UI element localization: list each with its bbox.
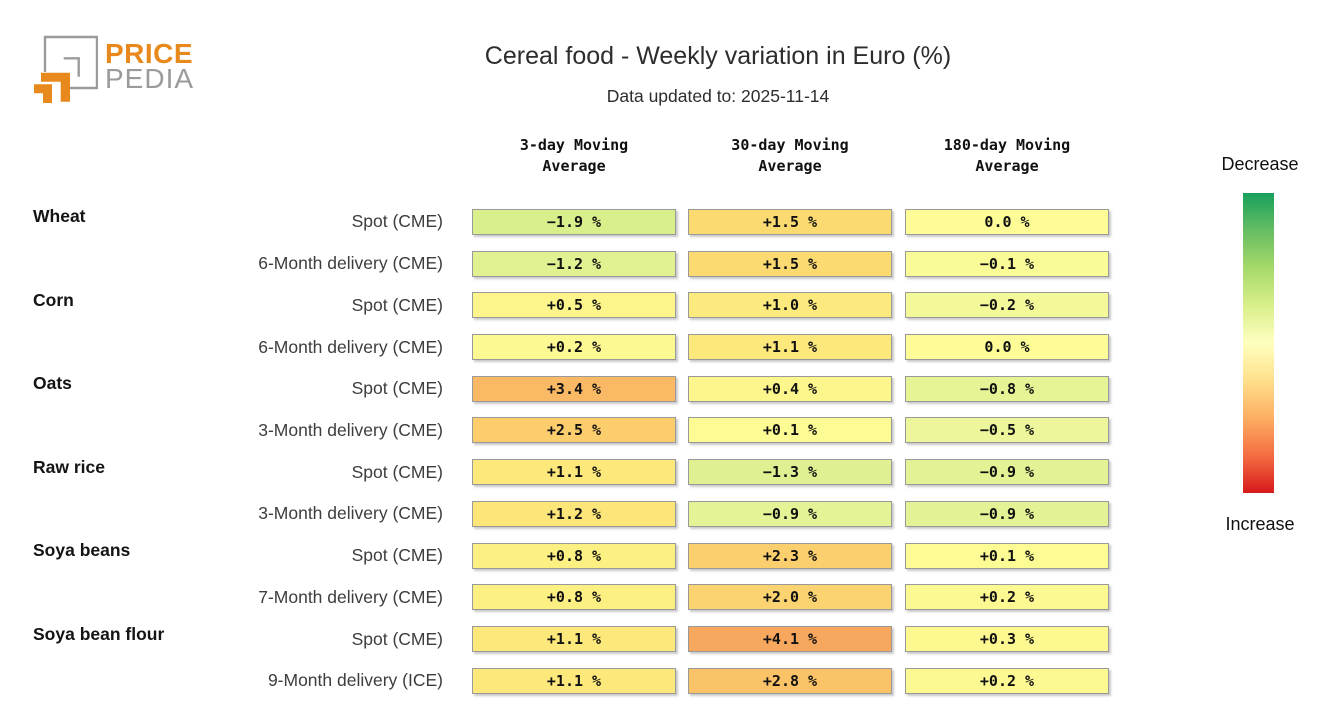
pricepedia-logo-icon: [34, 35, 98, 103]
heatmap-cell: −0.8 %: [905, 375, 1109, 402]
heatmap-cell: +0.5 %: [472, 292, 676, 319]
heatmap-row: Soya bean flour Spot (CME) +1.1 % +4.1 %…: [0, 618, 1320, 660]
contract-label: Spot (CME): [351, 461, 443, 482]
heatmap-cell: −0.9 %: [688, 500, 892, 527]
column-header-3-day: 3-day Moving Average: [519, 136, 629, 175]
heatmap-cell: +1.5 %: [688, 250, 892, 277]
heatmap-cell: −1.3 %: [688, 459, 892, 486]
heatmap-cell: +3.4 %: [472, 375, 676, 402]
contract-label: 6-Month delivery (CME): [258, 336, 443, 357]
heatmap-row: 3-Month delivery (CME) +1.2 % −0.9 % −0.…: [0, 493, 1320, 535]
heatmap-cell: +1.1 %: [472, 667, 676, 694]
legend-decrease-label: Decrease: [1221, 154, 1299, 174]
heatmap-cell: +1.5 %: [688, 208, 892, 235]
heatmap-cell: +2.5 %: [472, 417, 676, 444]
heatmap-cell: −0.5 %: [905, 417, 1109, 444]
chart-title: Cereal food - Weekly variation in Euro (…: [484, 42, 952, 70]
contract-label: 3-Month delivery (CME): [258, 419, 443, 440]
heatmap-rows: Wheat Spot (CME) −1.9 % +1.5 % 0.0 % 6-M…: [0, 201, 1320, 702]
heatmap-cell: +2.8 %: [688, 667, 892, 694]
contract-label: 9-Month delivery (ICE): [267, 670, 443, 691]
column-header-180-day: 180-day Moving Average: [943, 136, 1071, 175]
heatmap-cell: +1.1 %: [688, 334, 892, 361]
commodity-label: Soya beans: [33, 540, 131, 561]
contract-label: Spot (CME): [351, 294, 443, 315]
heatmap-row: 6-Month delivery (CME) −1.2 % +1.5 % −0.…: [0, 243, 1320, 285]
heatmap-cell: +4.1 %: [688, 626, 892, 653]
contract-label: 7-Month delivery (CME): [258, 586, 443, 607]
heatmap-row: 6-Month delivery (CME) +0.2 % +1.1 % 0.0…: [0, 326, 1320, 368]
heatmap-cell: 0.0 %: [905, 334, 1109, 361]
heatmap-cell: +2.3 %: [688, 542, 892, 569]
commodity-label: Soya bean flour: [33, 623, 165, 644]
column-headers: 3-day Moving Average 30-day Moving Avera…: [0, 135, 1320, 185]
commodity-label: Raw rice: [33, 456, 105, 477]
heatmap-cell: +1.1 %: [472, 626, 676, 653]
heatmap-row: 9-Month delivery (ICE) +1.1 % +2.8 % +0.…: [0, 660, 1320, 702]
logo-text-price: PRICE: [105, 38, 194, 69]
contract-label: Spot (CME): [351, 211, 443, 232]
heatmap-cell: +1.2 %: [472, 500, 676, 527]
heatmap-cell: −0.1 %: [905, 250, 1109, 277]
legend-colorbar: [1243, 193, 1274, 493]
heatmap-cell: −1.9 %: [472, 208, 676, 235]
heatmap-row: 3-Month delivery (CME) +2.5 % +0.1 % −0.…: [0, 410, 1320, 452]
column-header-30-day: 30-day Moving Average: [731, 136, 849, 175]
contract-label: Spot (CME): [351, 378, 443, 399]
heatmap-cell: −0.9 %: [905, 500, 1109, 527]
heatmap-cell: +2.0 %: [688, 584, 892, 611]
pricepedia-logo: PRICE PEDIA: [34, 27, 194, 105]
heatmap-cell: +0.1 %: [688, 417, 892, 444]
heatmap-cell: +0.2 %: [472, 334, 676, 361]
heatmap-row: Corn Spot (CME) +0.5 % +1.0 % −0.2 %: [0, 284, 1320, 326]
commodity-label: Corn: [33, 289, 74, 310]
heatmap-cell: +1.0 %: [688, 292, 892, 319]
heatmap-cell: +0.2 %: [905, 667, 1109, 694]
contract-label: Spot (CME): [351, 545, 443, 566]
logo-text-pedia: PEDIA: [105, 63, 195, 94]
heatmap-cell: +0.1 %: [905, 542, 1109, 569]
pricepedia-wordmark: PRICE PEDIA: [105, 38, 195, 94]
heatmap-cell: −1.2 %: [472, 250, 676, 277]
chart-subtitle: Data updated to: 2025-11-14: [606, 86, 830, 106]
heatmap-cell: +0.2 %: [905, 584, 1109, 611]
contract-label: 6-Month delivery (CME): [258, 253, 443, 274]
heatmap-cell: +0.3 %: [905, 626, 1109, 653]
heatmap-cell: +0.4 %: [688, 375, 892, 402]
heatmap-row: Wheat Spot (CME) −1.9 % +1.5 % 0.0 %: [0, 201, 1320, 243]
heatmap-cell: −0.9 %: [905, 459, 1109, 486]
heatmap-cell: −0.2 %: [905, 292, 1109, 319]
heatmap-cell: +1.1 %: [472, 459, 676, 486]
contract-label: Spot (CME): [351, 628, 443, 649]
heatmap-row: 7-Month delivery (CME) +0.8 % +2.0 % +0.…: [0, 576, 1320, 618]
heatmap-cell: +0.8 %: [472, 584, 676, 611]
contract-label: 3-Month delivery (CME): [258, 503, 443, 524]
heatmap-cell: +0.8 %: [472, 542, 676, 569]
heatmap-row: Raw rice Spot (CME) +1.1 % −1.3 % −0.9 %: [0, 451, 1320, 493]
commodity-label: Oats: [33, 373, 72, 394]
heatmap-row: Oats Spot (CME) +3.4 % +0.4 % −0.8 %: [0, 368, 1320, 410]
heatmap-cell: 0.0 %: [905, 208, 1109, 235]
heatmap-row: Soya beans Spot (CME) +0.8 % +2.3 % +0.1…: [0, 535, 1320, 577]
legend-increase-label: Increase: [1225, 514, 1295, 534]
commodity-label: Wheat: [33, 206, 86, 227]
